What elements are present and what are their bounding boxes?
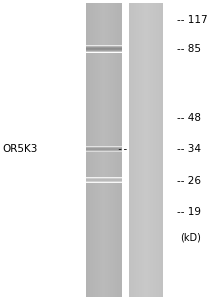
Bar [111, 3, 112, 297]
Bar [146, 3, 147, 297]
Bar [153, 3, 154, 297]
Bar [87, 3, 88, 297]
Bar [161, 3, 162, 297]
Bar [132, 3, 133, 297]
Bar [92, 3, 93, 297]
Text: --: -- [116, 144, 129, 154]
Text: -- 26: -- 26 [177, 176, 201, 186]
Bar [152, 3, 153, 297]
Text: -- 34: -- 34 [177, 144, 201, 154]
Bar [162, 3, 163, 297]
Bar [130, 3, 131, 297]
Text: (kD): (kD) [180, 233, 201, 243]
Bar [140, 3, 141, 297]
Bar [99, 3, 100, 297]
Bar [91, 3, 92, 297]
Bar [108, 3, 109, 297]
Bar [138, 3, 139, 297]
Bar [89, 3, 90, 297]
Text: -- 19: -- 19 [177, 207, 201, 218]
Bar [150, 3, 151, 297]
Text: -- 117: -- 117 [177, 15, 207, 26]
Text: -- 85: -- 85 [177, 44, 201, 54]
Bar [115, 3, 116, 297]
Bar [131, 3, 132, 297]
Bar [129, 3, 130, 297]
Bar [133, 3, 134, 297]
Bar [101, 3, 102, 297]
Bar [114, 3, 115, 297]
Bar [139, 3, 140, 297]
Bar [115, 3, 116, 297]
Bar [109, 3, 110, 297]
Bar [118, 3, 119, 297]
Bar [149, 3, 150, 297]
Bar [117, 3, 118, 297]
Bar [94, 3, 95, 297]
Bar [136, 3, 137, 297]
Bar [107, 3, 108, 297]
Bar [157, 3, 158, 297]
Bar [95, 3, 96, 297]
Bar [116, 3, 117, 297]
Bar [100, 3, 101, 297]
Bar [121, 3, 122, 297]
Bar [156, 3, 157, 297]
Bar [104, 3, 105, 297]
Bar [96, 3, 97, 297]
Bar [145, 3, 146, 297]
Bar [135, 3, 136, 297]
Bar [151, 3, 152, 297]
Bar [143, 3, 144, 297]
Bar [113, 3, 114, 297]
Bar [154, 3, 155, 297]
Bar [160, 3, 161, 297]
Bar [98, 3, 99, 297]
Text: OR5K3: OR5K3 [2, 144, 38, 154]
Bar [159, 3, 160, 297]
Bar [86, 3, 87, 297]
Bar [120, 3, 121, 297]
Bar [102, 3, 103, 297]
Bar [142, 3, 143, 297]
Bar [105, 3, 106, 297]
Text: -- 48: -- 48 [177, 113, 201, 123]
Bar [144, 3, 145, 297]
Bar [93, 3, 94, 297]
Bar [137, 3, 138, 297]
Bar [97, 3, 98, 297]
Bar [158, 3, 159, 297]
Bar [148, 3, 149, 297]
Bar [110, 3, 111, 297]
Bar [155, 3, 156, 297]
Bar [112, 3, 113, 297]
Bar [103, 3, 104, 297]
Bar [147, 3, 148, 297]
Bar [134, 3, 135, 297]
Bar [106, 3, 107, 297]
Bar [141, 3, 142, 297]
Bar [119, 3, 120, 297]
Bar [88, 3, 89, 297]
Bar [90, 3, 91, 297]
